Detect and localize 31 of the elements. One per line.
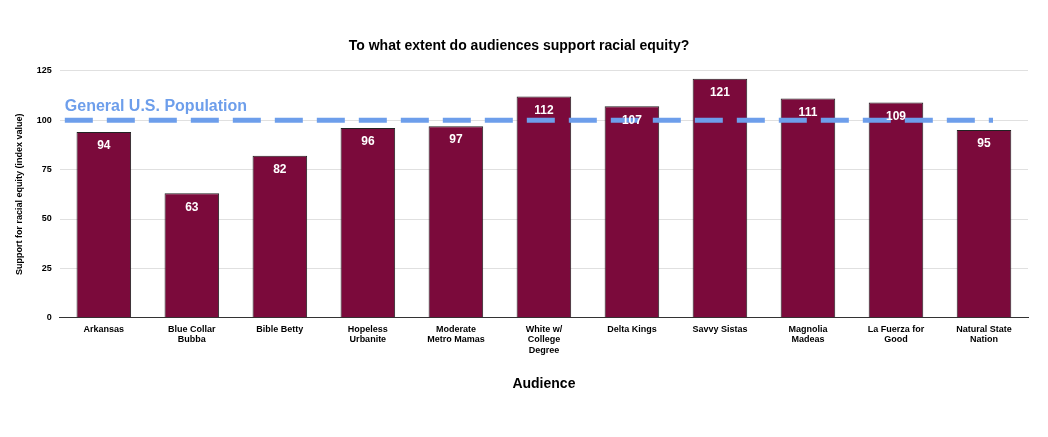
x-tick-label: Blue Collar Bubba xyxy=(168,323,217,345)
y-tick-label: 125 xyxy=(36,65,52,76)
x-tick-label: Hopeless Urbanite xyxy=(347,323,388,345)
data-label: 95 xyxy=(977,136,991,151)
x-tick-label: La Fuerza for Good xyxy=(867,323,925,345)
x-tick-label: Savvy Sistas xyxy=(692,323,748,334)
y-tick-label: 100 xyxy=(36,114,52,125)
data-label: 94 xyxy=(97,138,111,153)
data-label: 63 xyxy=(185,199,199,214)
y-tick-label: 25 xyxy=(41,262,52,273)
x-axis-title: Audience xyxy=(512,375,576,392)
y-tick-label: 0 xyxy=(46,312,52,323)
x-tick-label: White w/ College Degree xyxy=(525,323,563,356)
data-label: 112 xyxy=(534,102,554,117)
data-label: 111 xyxy=(798,104,818,119)
y-axis-title: Support for racial equity (index value) xyxy=(13,113,24,276)
data-label: 82 xyxy=(273,162,287,177)
y-tick-label: 50 xyxy=(41,213,52,224)
data-label: 121 xyxy=(709,85,731,100)
data-label: 96 xyxy=(361,134,375,149)
x-tick-label: Bible Betty xyxy=(256,323,304,334)
x-tick-label: Moderate Metro Mamas xyxy=(427,323,485,345)
y-tick-label: 75 xyxy=(41,164,52,175)
chart-title: To what extent do audiences support racial equity? xyxy=(348,37,690,54)
data-label: 109 xyxy=(885,108,907,123)
x-tick-label: Arkansas xyxy=(83,323,125,334)
data-label: 97 xyxy=(449,132,463,147)
x-tick-label: Magnolia Madeas xyxy=(788,323,829,345)
x-tick-label: Natural State Nation xyxy=(956,323,1012,345)
ref-line-label: General U.S. Population xyxy=(64,96,248,114)
x-tick-label: Delta Kings xyxy=(607,323,657,334)
